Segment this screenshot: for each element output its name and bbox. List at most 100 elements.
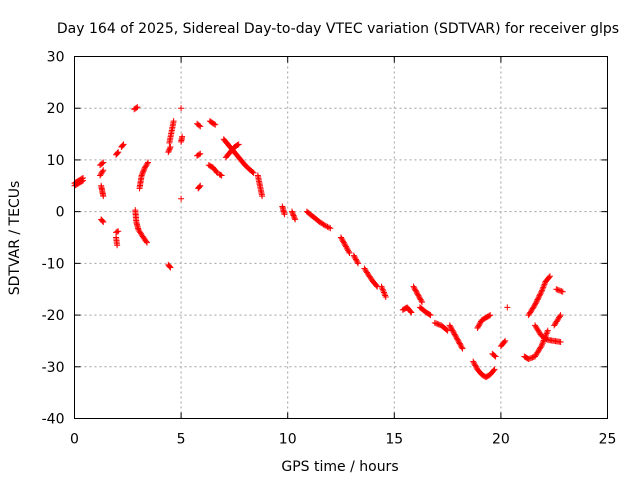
data-point — [540, 284, 547, 291]
data-point — [115, 228, 122, 235]
data-point — [555, 287, 562, 294]
data-point — [538, 341, 545, 348]
data-point — [378, 283, 385, 290]
plot-frame — [74, 56, 608, 419]
data-point — [538, 288, 545, 295]
data-point — [138, 172, 145, 179]
data-point — [443, 326, 450, 333]
data-point — [411, 286, 418, 293]
data-point — [346, 250, 353, 257]
data-point — [323, 223, 330, 230]
data-point — [473, 363, 480, 370]
data-point — [340, 238, 347, 245]
data-point — [327, 225, 334, 232]
y-tick-label: 0 — [56, 205, 65, 221]
data-point — [474, 325, 481, 331]
data-point — [178, 105, 185, 112]
data-point — [354, 259, 361, 266]
data-point — [350, 252, 357, 259]
data-point — [531, 303, 538, 310]
y-tick-label: -30 — [42, 360, 65, 376]
data-point — [234, 142, 241, 149]
data-point — [471, 361, 478, 368]
data-point — [501, 338, 508, 345]
data-point — [211, 121, 218, 128]
data-point — [417, 296, 424, 303]
x-tick-label: 20 — [492, 432, 510, 448]
data-point — [534, 296, 541, 303]
y-tick-label: -20 — [42, 308, 65, 324]
data-point — [448, 326, 455, 333]
data-point — [533, 299, 540, 306]
data-point — [134, 104, 141, 111]
data-point — [355, 260, 362, 267]
data-point — [344, 246, 351, 253]
data-point — [197, 182, 204, 189]
data-point — [115, 149, 122, 156]
data-point — [120, 141, 127, 148]
data-point — [139, 169, 146, 176]
data-point — [408, 309, 415, 316]
data-point — [382, 293, 389, 300]
data-point — [559, 288, 566, 295]
data-point — [553, 286, 560, 293]
chart-title: Day 164 of 2025, Sidereal Day-to-day VTE… — [57, 21, 619, 37]
data-point — [475, 322, 482, 329]
data-point — [447, 323, 454, 330]
y-axis-title: SDTVAR / TECUs — [7, 181, 23, 296]
data-point — [380, 288, 387, 295]
data-point — [381, 291, 388, 298]
data-point — [414, 291, 421, 298]
data-point — [143, 239, 150, 246]
data-point — [352, 255, 359, 262]
data-point — [455, 339, 462, 346]
data-point — [259, 193, 266, 200]
data-point — [525, 356, 532, 363]
data-point — [114, 242, 121, 249]
data-point — [114, 150, 121, 157]
data-point — [458, 344, 465, 351]
data-point — [345, 247, 352, 254]
data-point — [196, 151, 203, 158]
data-point — [250, 169, 257, 176]
data-point — [353, 257, 360, 264]
data-point — [212, 121, 219, 128]
data-point — [454, 336, 461, 343]
data-point — [532, 300, 539, 307]
data-point — [99, 160, 106, 167]
data-point — [133, 104, 140, 111]
data-point — [281, 211, 288, 218]
data-point — [139, 171, 146, 178]
data-point — [475, 323, 482, 330]
y-tick-label: 20 — [47, 101, 65, 117]
data-point — [539, 287, 546, 294]
data-point — [324, 223, 331, 230]
data-point — [413, 288, 420, 295]
data-point — [535, 293, 542, 300]
data-point — [558, 288, 565, 295]
data-point — [143, 238, 150, 245]
data-point — [539, 285, 546, 292]
data-point — [446, 322, 453, 329]
data-point — [290, 211, 297, 218]
data-point — [541, 281, 548, 288]
data-point — [213, 168, 220, 175]
data-point — [379, 286, 386, 293]
data-point — [99, 168, 106, 175]
data-point — [470, 358, 477, 365]
data-point — [338, 234, 344, 241]
data-point — [535, 295, 542, 302]
data-point — [453, 334, 460, 341]
data-point — [342, 243, 349, 250]
data-point — [504, 304, 511, 311]
data-point — [170, 118, 177, 125]
data-point — [542, 279, 549, 286]
data-point — [544, 328, 551, 335]
data-point — [533, 297, 540, 304]
data-point — [451, 331, 458, 338]
data-point — [235, 141, 242, 148]
data-point — [415, 292, 422, 299]
data-point — [78, 178, 85, 185]
data-point — [427, 312, 434, 319]
data-point — [434, 320, 441, 327]
